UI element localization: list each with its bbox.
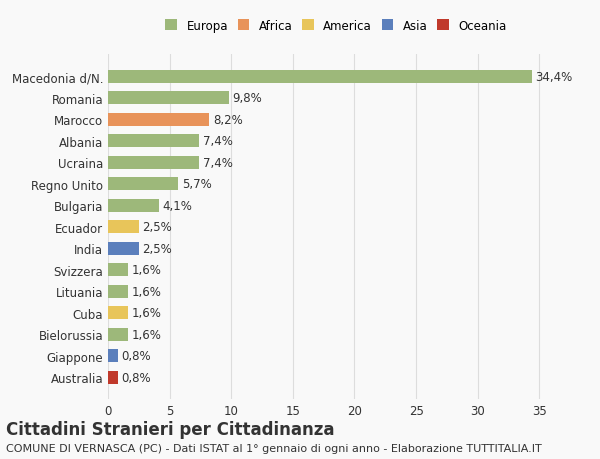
Legend: Europa, Africa, America, Asia, Oceania: Europa, Africa, America, Asia, Oceania [162, 16, 510, 36]
Bar [108, 263, 128, 276]
Bar [108, 135, 199, 148]
Bar [108, 157, 199, 169]
Bar [108, 92, 229, 105]
Bar [108, 285, 128, 298]
Bar [108, 178, 178, 191]
Bar [108, 328, 128, 341]
Text: 7,4%: 7,4% [203, 135, 233, 148]
Bar [108, 221, 139, 234]
Bar [108, 371, 118, 384]
Text: 1,6%: 1,6% [131, 263, 161, 277]
Text: COMUNE DI VERNASCA (PC) - Dati ISTAT al 1° gennaio di ogni anno - Elaborazione T: COMUNE DI VERNASCA (PC) - Dati ISTAT al … [6, 443, 542, 453]
Bar [108, 113, 209, 127]
Text: 5,7%: 5,7% [182, 178, 212, 191]
Bar [108, 349, 118, 362]
Bar [108, 307, 128, 319]
Text: 4,1%: 4,1% [162, 199, 192, 212]
Bar [108, 199, 158, 212]
Bar [108, 242, 139, 255]
Text: 1,6%: 1,6% [131, 328, 161, 341]
Text: 0,8%: 0,8% [122, 371, 151, 384]
Text: 2,5%: 2,5% [143, 242, 172, 255]
Bar [108, 71, 532, 84]
Text: 9,8%: 9,8% [232, 92, 262, 105]
Text: 1,6%: 1,6% [131, 307, 161, 319]
Text: 0,8%: 0,8% [122, 349, 151, 362]
Text: 7,4%: 7,4% [203, 157, 233, 169]
Text: Cittadini Stranieri per Cittadinanza: Cittadini Stranieri per Cittadinanza [6, 420, 335, 438]
Text: 1,6%: 1,6% [131, 285, 161, 298]
Text: 8,2%: 8,2% [213, 113, 242, 127]
Text: 34,4%: 34,4% [536, 71, 573, 84]
Text: 2,5%: 2,5% [143, 221, 172, 234]
